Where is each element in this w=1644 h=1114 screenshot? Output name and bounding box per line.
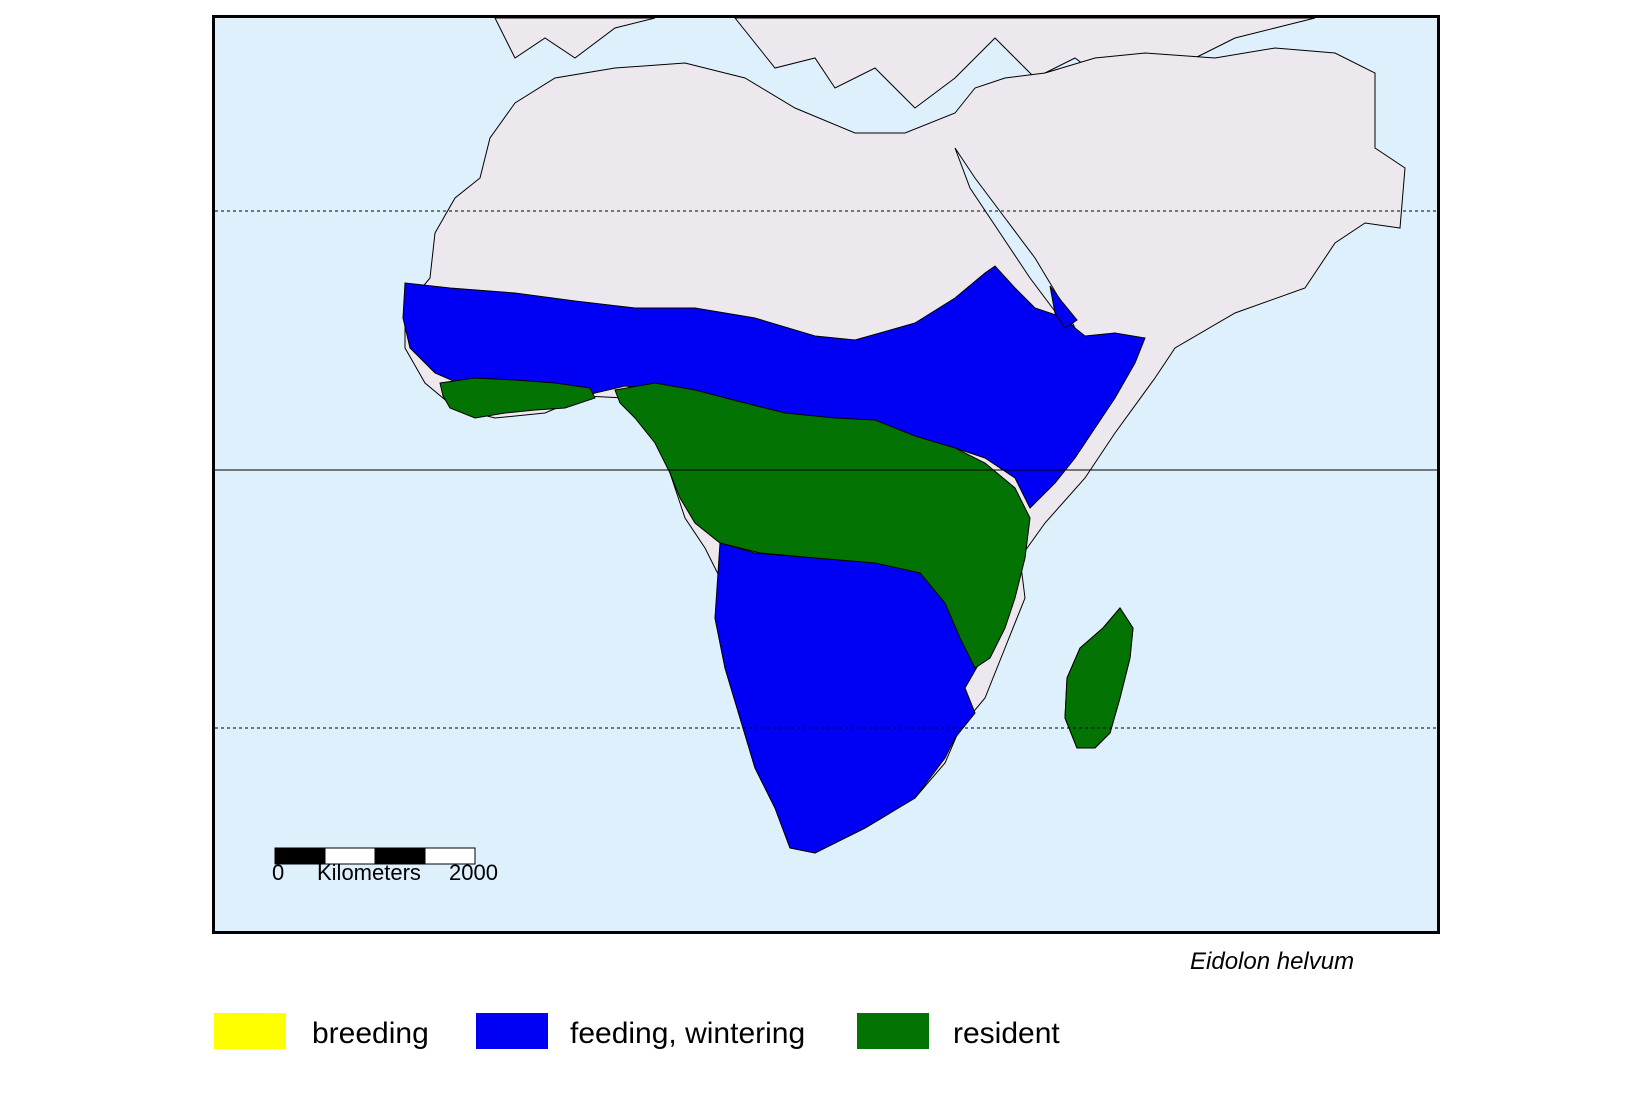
- scale-unit-label: Kilometers: [317, 860, 421, 885]
- europe-land: [494, 18, 656, 59]
- legend-label-resident: resident: [953, 1017, 1060, 1050]
- feeding-range-yemen: [1049, 285, 1078, 329]
- legend-swatch-resident: [857, 1013, 929, 1049]
- scale-end-label: 2000: [449, 860, 498, 885]
- species-name: Eidolon helvum: [1190, 948, 1355, 975]
- resident-range-central: [614, 382, 1031, 669]
- scale-bar: [274, 847, 476, 865]
- map-canvas: [215, 18, 1437, 865]
- range-map: 0 Kilometers 2000: [212, 15, 1440, 934]
- resident-range-west: [439, 377, 596, 419]
- legend-label-breeding: breeding: [312, 1017, 429, 1050]
- scale-start-label: 0: [272, 860, 285, 885]
- legend-swatch-breeding: [214, 1013, 286, 1049]
- legend-label-feeding: feeding, wintering: [570, 1017, 806, 1050]
- resident-range-madagascar: [1064, 607, 1134, 749]
- legend-swatch-feeding: [476, 1013, 548, 1049]
